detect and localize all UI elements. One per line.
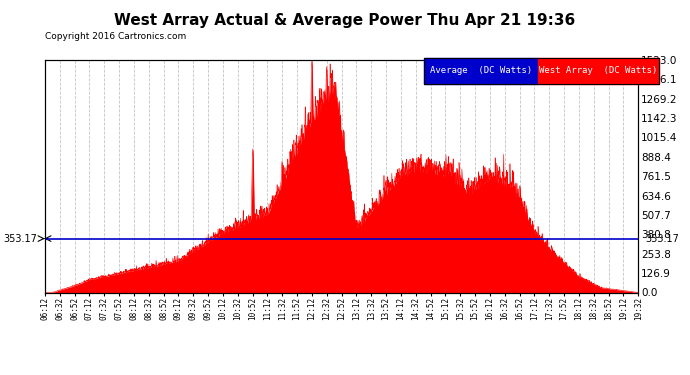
Text: West Array Actual & Average Power Thu Apr 21 19:36: West Array Actual & Average Power Thu Ap… [115,13,575,28]
Text: Average  (DC Watts): Average (DC Watts) [430,66,533,75]
Text: 353.17: 353.17 [646,234,680,244]
Text: 353.17: 353.17 [3,234,37,244]
Text: West Array  (DC Watts): West Array (DC Watts) [540,66,658,75]
Text: Copyright 2016 Cartronics.com: Copyright 2016 Cartronics.com [45,32,186,41]
